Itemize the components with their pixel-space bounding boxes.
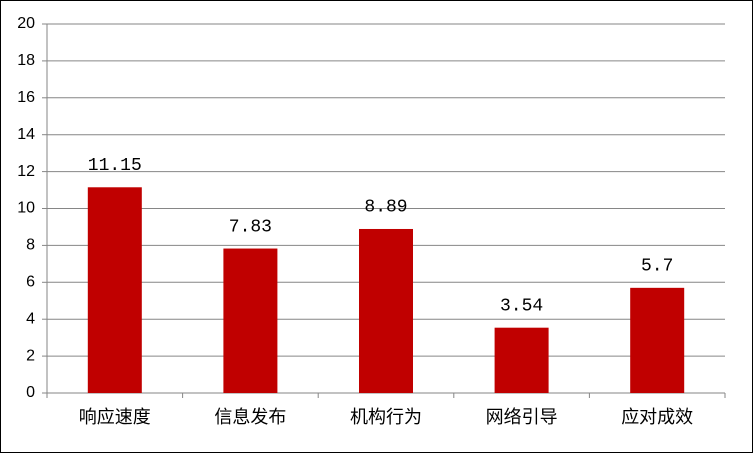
y-tick-label: 2 xyxy=(26,347,35,364)
y-tick-label: 4 xyxy=(26,310,35,327)
bar xyxy=(223,248,278,393)
y-tick-label: 10 xyxy=(17,200,35,217)
value-label: 3.54 xyxy=(500,296,543,316)
bar xyxy=(630,287,685,393)
bar xyxy=(359,228,413,393)
x-tick-label: 响应速度 xyxy=(79,407,151,428)
x-tick-label: 机构行为 xyxy=(350,407,422,428)
y-tick-label: 18 xyxy=(17,52,35,69)
y-tick-label: 16 xyxy=(17,89,35,106)
y-tick-label: 12 xyxy=(17,163,35,180)
y-tick-label: 0 xyxy=(26,384,35,401)
x-tick-label: 信息发布 xyxy=(214,407,286,428)
x-tick-label: 应对成效 xyxy=(621,407,693,428)
value-label: 11.15 xyxy=(88,156,142,176)
x-tick-label: 网络引导 xyxy=(486,407,558,428)
value-label: 5.7 xyxy=(641,257,673,277)
y-tick-label: 6 xyxy=(26,274,35,291)
bar xyxy=(87,187,142,393)
y-tick-label: 8 xyxy=(26,237,35,254)
y-tick-label: 20 xyxy=(17,15,35,32)
y-tick-label: 14 xyxy=(17,126,35,143)
value-label: 8.89 xyxy=(364,198,407,218)
value-label: 7.83 xyxy=(229,217,272,237)
bar xyxy=(494,327,549,393)
